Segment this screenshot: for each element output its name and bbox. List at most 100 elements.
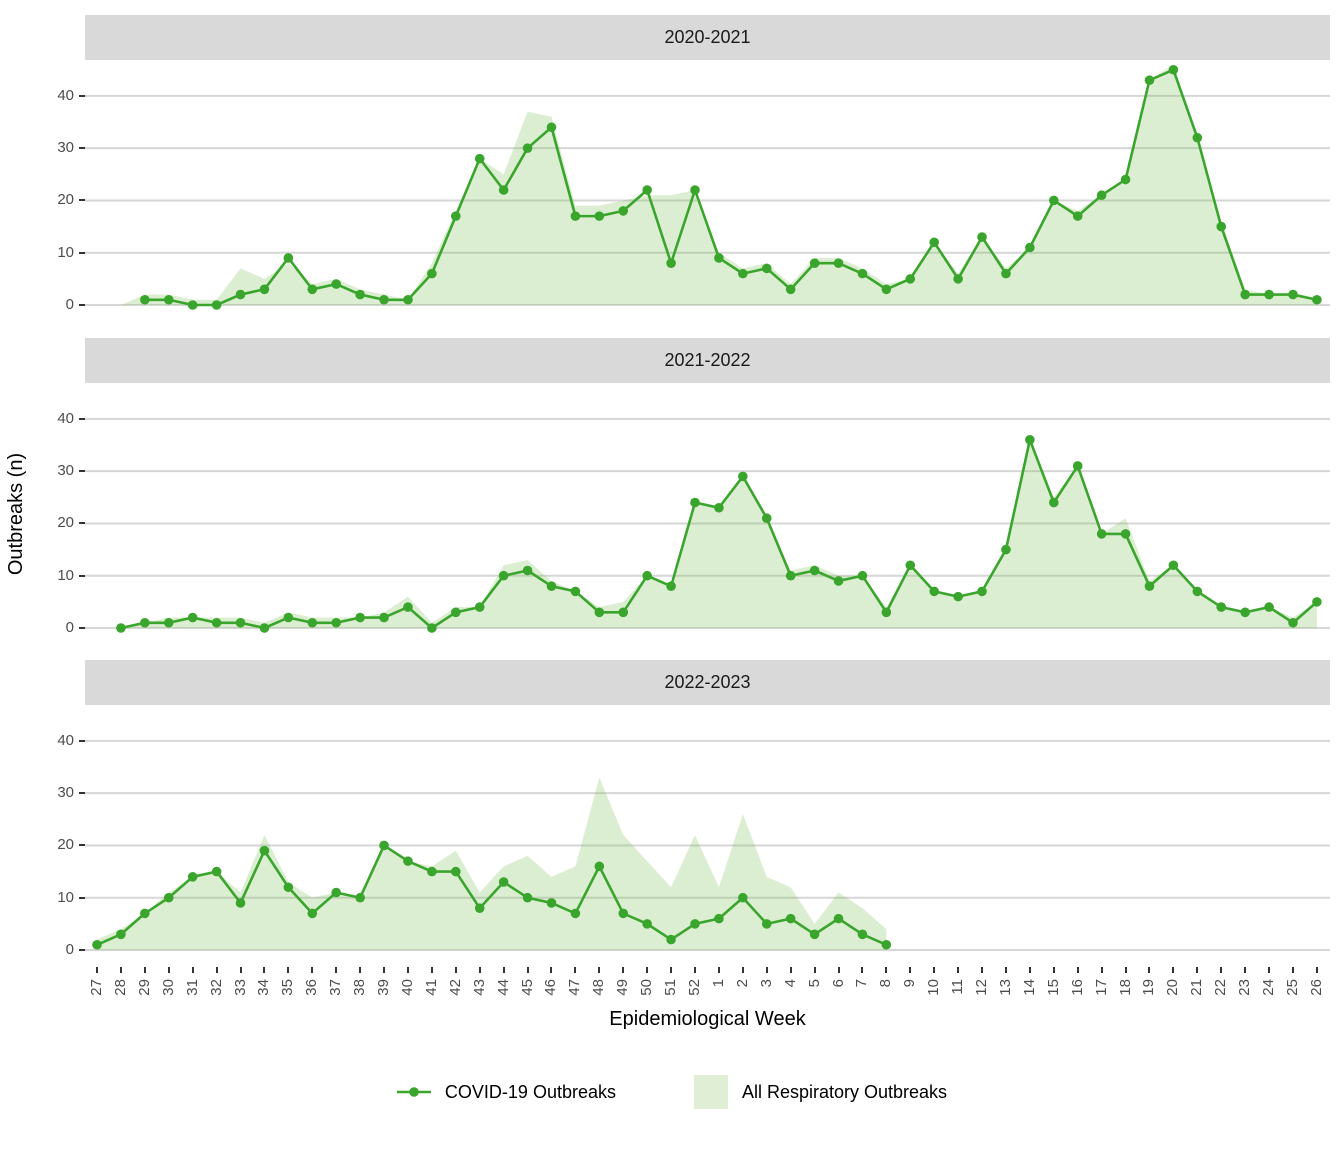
covid-point [809,258,820,268]
panel-svg [85,64,1330,310]
y-tick-label: 20 [57,191,74,209]
x-tick-mark [1148,967,1151,973]
covid-point [331,279,341,289]
x-tick-mark [311,967,314,973]
covid-point [905,274,916,284]
covid-point [881,284,892,295]
covid-point [857,929,868,940]
covid-point [163,892,174,903]
covid-point [1192,132,1203,143]
covid-point [594,211,605,221]
y-tick-label: 0 [65,941,74,958]
covid-point [570,586,581,597]
x-tick-mark [1052,967,1055,973]
y-tick-label: 10 [57,243,74,261]
covid-point [1168,64,1179,75]
x-tick-mark [430,967,433,973]
covid-point [642,185,652,195]
all-respiratory-area [120,64,1317,305]
covid-point [1096,529,1107,539]
x-tick-mark [167,967,170,973]
y-tick-mark [79,522,85,525]
x-tick-mark [383,967,386,973]
covid-point [546,898,557,908]
covid-point [522,565,533,576]
panel-svg [85,739,1330,951]
x-tick-mark [741,967,744,973]
x-tick-mark [502,967,505,973]
covid-point [379,840,389,851]
covid-point [163,294,174,305]
x-tick-mark [885,967,888,973]
covid-point [857,268,868,279]
y-tick-mark [79,251,85,254]
covid-point [785,284,796,295]
x-tick-mark [1292,967,1294,973]
covid-point [331,617,341,628]
covid-point [618,206,629,216]
x-axis-title: Epidemiological Week [609,1008,806,1030]
y-tick-mark [79,94,85,97]
x-tick-mark [957,967,960,973]
y-axis-title: Outbreaks (n) [5,452,27,576]
covid-point [355,289,365,300]
covid-point [92,939,102,950]
covid-point [259,623,270,633]
covid-point [761,513,772,524]
facet-panel-2020-2021 [85,60,1330,322]
covid-point [1120,174,1131,185]
covid-point [618,908,629,919]
covid-point [833,258,844,268]
y-tick-mark [79,199,85,202]
y-tick-label: 10 [57,888,74,906]
covid-point [1168,560,1179,571]
x-tick-mark [933,967,936,973]
covid-point [1288,617,1298,628]
covid-point [546,581,557,591]
x-tick-mark [406,967,409,973]
covid-point [427,623,437,633]
y-tick-mark [79,574,85,577]
covid-point [307,617,318,628]
x-tick-mark [1172,967,1175,973]
covid-point [474,153,485,164]
facet-strip-2022-2023: 2022-2023 [85,660,1330,705]
covid-point [1312,597,1322,607]
x-tick-mark [622,967,625,973]
y-tick-label: 0 [65,296,74,313]
covid-point [1025,242,1035,253]
covid-point [785,570,796,581]
x-tick-mark [454,967,457,973]
x-tick-mark [478,967,481,973]
x-tick-mark [119,967,122,973]
x-tick-mark [1076,967,1079,973]
covid-point [785,913,796,924]
covid-point [116,929,126,940]
area-swatch [693,1075,728,1109]
x-tick-mark [598,967,601,973]
covid-point [451,211,461,221]
covid-point [738,268,748,279]
covid-point [140,617,150,628]
covid-point [690,497,700,508]
x-tick-mark [359,967,362,973]
covid-point [881,607,892,618]
y-tick-label: 0 [65,619,74,636]
covid-point [1264,289,1274,300]
x-tick-mark [694,967,696,973]
covid-point [618,607,629,618]
covid-point [642,919,652,929]
x-tick-mark [1315,967,1318,973]
legend-label-resp: All Respiratory Outbreaks [741,1081,948,1102]
covid-point [140,908,150,919]
covid-point [187,300,198,310]
covid-point [714,913,724,924]
covid-point [953,274,963,284]
x-tick-mark [215,967,218,973]
covid-point [1216,602,1227,612]
x-tick-mark [861,967,864,973]
covid-point [187,612,198,623]
covid-point [259,845,270,856]
covid-point [570,211,581,221]
y-tick-label: 20 [57,514,74,532]
